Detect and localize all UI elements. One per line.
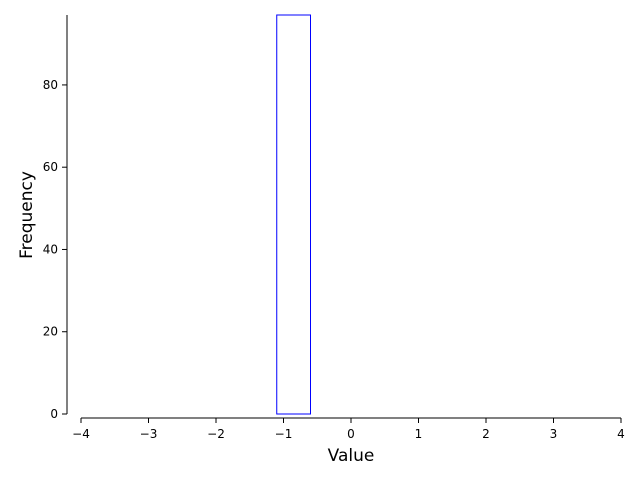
histogram-bars <box>276 14 311 415</box>
y-tick-label: 60 <box>43 160 58 174</box>
x-tick-label: 0 <box>347 427 355 441</box>
x-axis-title: Value <box>328 446 375 466</box>
y-axis-title: Frequency <box>17 171 37 259</box>
x-tick-label: 4 <box>617 427 625 441</box>
y-tick-label: 40 <box>43 242 58 256</box>
x-axis-ticks: −4 −3 −2 −1 0 1 2 3 4 <box>72 418 625 441</box>
x-tick-label: −4 <box>72 427 90 441</box>
x-tick-label: −2 <box>207 427 225 441</box>
y-tick-label: 20 <box>43 325 58 339</box>
y-tick-label: 80 <box>43 78 58 92</box>
histogram-bar <box>276 14 311 415</box>
x-tick-label: −1 <box>275 427 293 441</box>
x-tick-label: 1 <box>415 427 423 441</box>
y-axis-ticks: 0 20 40 60 80 <box>43 78 67 421</box>
x-tick-label: 2 <box>482 427 490 441</box>
y-tick-label: 0 <box>50 407 58 421</box>
x-tick-label: −3 <box>140 427 158 441</box>
x-tick-label: 3 <box>550 427 558 441</box>
